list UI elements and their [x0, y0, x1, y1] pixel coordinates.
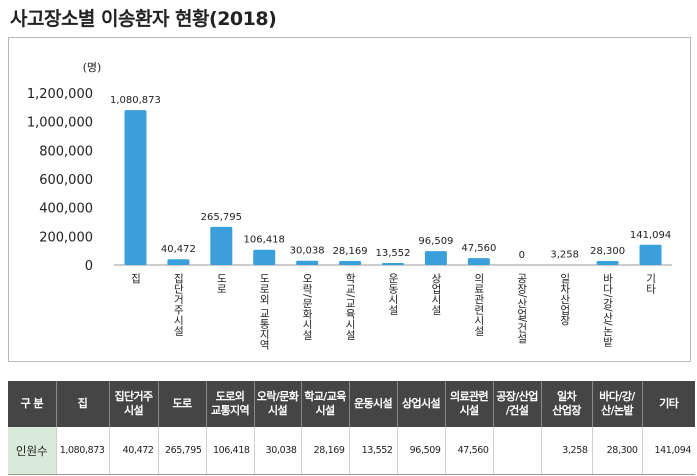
table-column-header: 바다/강/ 산/논밭: [592, 381, 643, 427]
bar-value-label: 28,300: [590, 246, 625, 257]
x-category-label: 상업시설: [430, 273, 442, 315]
bar-value-label: 13,552: [376, 248, 411, 259]
x-category-label: 집단거주시설: [172, 273, 184, 336]
table-header-row: 구 분 집 집단거주 시설 도로 도로외 교통지역 오락/문화 시설 학교/교육 시설 운동…: [8, 381, 695, 427]
y-tick-label: 600,000: [39, 173, 93, 188]
table-column-header: 일차 산업장: [541, 381, 593, 427]
x-category-label: 기타: [645, 273, 657, 295]
x-category-label: 운동시설: [387, 273, 399, 315]
bar-value-label: 1,080,873: [110, 95, 161, 106]
bar-value-label: 96,509: [418, 236, 453, 247]
bar: [253, 249, 276, 265]
x-category-label: 의료관련시설: [473, 273, 485, 336]
table-column-header: 의료관련 시설: [445, 381, 494, 427]
bar-value-label: 106,418: [244, 235, 285, 246]
table-column-header: 운동시설: [349, 381, 398, 427]
table-cell: 141,094: [642, 427, 695, 475]
table-row-label: 인원수: [8, 427, 57, 475]
table-cell: 3,258: [541, 427, 593, 475]
bar: [339, 260, 362, 265]
x-category-label: 오락/문화시설: [301, 273, 313, 340]
table-cell: 28,300: [592, 427, 643, 475]
bar-value-label: 30,038: [290, 246, 325, 257]
bar-value-label: 265,795: [201, 212, 242, 223]
x-category-label: 집: [129, 273, 141, 284]
table-cell: [493, 427, 542, 475]
bar-value-label: 141,094: [630, 230, 671, 241]
x-category-label: 공장/산업/건설: [516, 273, 528, 343]
bar: [639, 244, 662, 265]
x-category-label: 일차산업장: [559, 272, 571, 325]
chart-frame: [8, 37, 691, 362]
bar: [467, 258, 490, 265]
y-tick-label: 0: [85, 259, 93, 274]
bar: [596, 260, 619, 265]
table-corner-header: 구 분: [8, 381, 57, 427]
page-title: 사고장소별 이송환자 현황(2018): [10, 8, 277, 30]
table-column-header: 도로: [158, 381, 207, 427]
bar-value-label: 28,169: [333, 246, 368, 257]
bar: [424, 251, 447, 265]
table-column-header: 기타: [642, 381, 695, 427]
x-category-label: 바다/강/산/논밭: [602, 273, 614, 347]
table-column-header: 오락/문화 시설: [254, 381, 302, 427]
bar: [296, 260, 319, 265]
table-cell: 30,038: [254, 427, 302, 475]
y-tick-label: 1,000,000: [27, 116, 93, 131]
bar-value-label: 47,560: [461, 243, 496, 254]
y-tick-label: 400,000: [39, 202, 93, 217]
table-cell: 265,795: [158, 427, 207, 475]
bar: [167, 259, 190, 265]
bar-value-label: 0: [519, 250, 525, 261]
bar: [382, 263, 404, 265]
table-cell: 40,472: [109, 427, 159, 475]
x-category-label: 도로외 교통지역: [258, 273, 270, 351]
table-cell: 13,552: [349, 427, 398, 475]
table-column-header: 공장/산업 /건설: [493, 381, 542, 427]
bar-value-label: 3,258: [550, 250, 579, 261]
table-cell: 96,509: [397, 427, 446, 475]
table-column-header: 집단거주 시설: [109, 381, 159, 427]
table-row: 인원수 1,080,873 40,472 265,795 106,418 30,038 2…: [8, 427, 695, 475]
y-tick-label: 200,000: [39, 230, 93, 245]
y-tick-label: 800,000: [39, 144, 93, 159]
table-cell: 47,560: [445, 427, 494, 475]
x-category-label: 도로: [215, 273, 227, 294]
y-tick-label: 1,200,000: [27, 87, 93, 102]
table-column-header: 상업시설: [397, 381, 446, 427]
table-column-header: 학교/교육 시설: [301, 381, 350, 427]
table-cell: 28,169: [301, 427, 350, 475]
y-unit-label: (명): [83, 61, 102, 74]
data-table: 구 분 집 집단거주 시설 도로 도로외 교통지역 오락/문화 시설 학교/교육 시설 운동…: [8, 381, 695, 475]
bar: [210, 226, 233, 265]
bar-chart: (명) 0 200,000 400,000 600,000 800,000 1,000,00…: [27, 61, 672, 351]
x-category-label: 학교/교육시설: [344, 273, 356, 340]
table-cell: 1,080,873: [56, 427, 110, 475]
table-column-header: 도로외 교통지역: [206, 381, 255, 427]
table-column-header: 집: [56, 381, 110, 427]
bar-value-label: 40,472: [161, 244, 196, 255]
table-cell: 106,418: [206, 427, 255, 475]
bar: [124, 110, 147, 266]
